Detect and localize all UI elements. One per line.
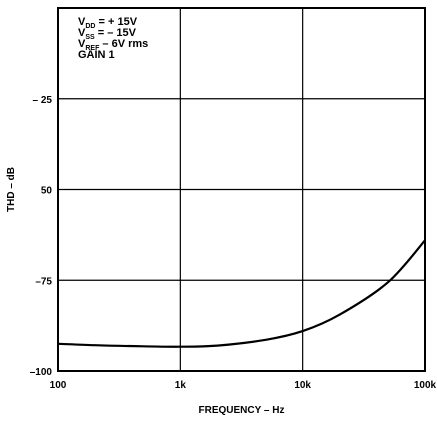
condition-line: GAIN 1 xyxy=(78,49,115,61)
y-tick-label: – 25 xyxy=(33,95,53,106)
condition-line: VDD = + 15V xyxy=(78,16,138,30)
y-axis-label: THD – dB xyxy=(6,167,17,212)
x-axis-label: FREQUENCY – Hz xyxy=(199,405,285,416)
condition-line: VSS = – 15V xyxy=(78,27,137,41)
y-tick-label: –100 xyxy=(30,367,53,378)
x-tick-label: 10k xyxy=(294,380,311,391)
plot-frame xyxy=(57,7,426,372)
y-tick-label: 50 xyxy=(41,186,53,197)
thd-curve xyxy=(57,239,426,348)
x-tick-label: 100 xyxy=(50,380,67,391)
y-tick-label: –75 xyxy=(35,276,52,287)
x-tick-labels: 100 1k 10k 100k xyxy=(50,380,437,391)
x-tick-label: 100k xyxy=(414,380,437,391)
x-tick-label: 1k xyxy=(175,380,187,391)
y-tick-labels: – 25 50 –75 –100 xyxy=(30,95,53,378)
grid-lines xyxy=(58,8,425,371)
condition-line: VREF – 6V rms xyxy=(78,38,148,52)
thd-curve-layer xyxy=(57,239,426,348)
